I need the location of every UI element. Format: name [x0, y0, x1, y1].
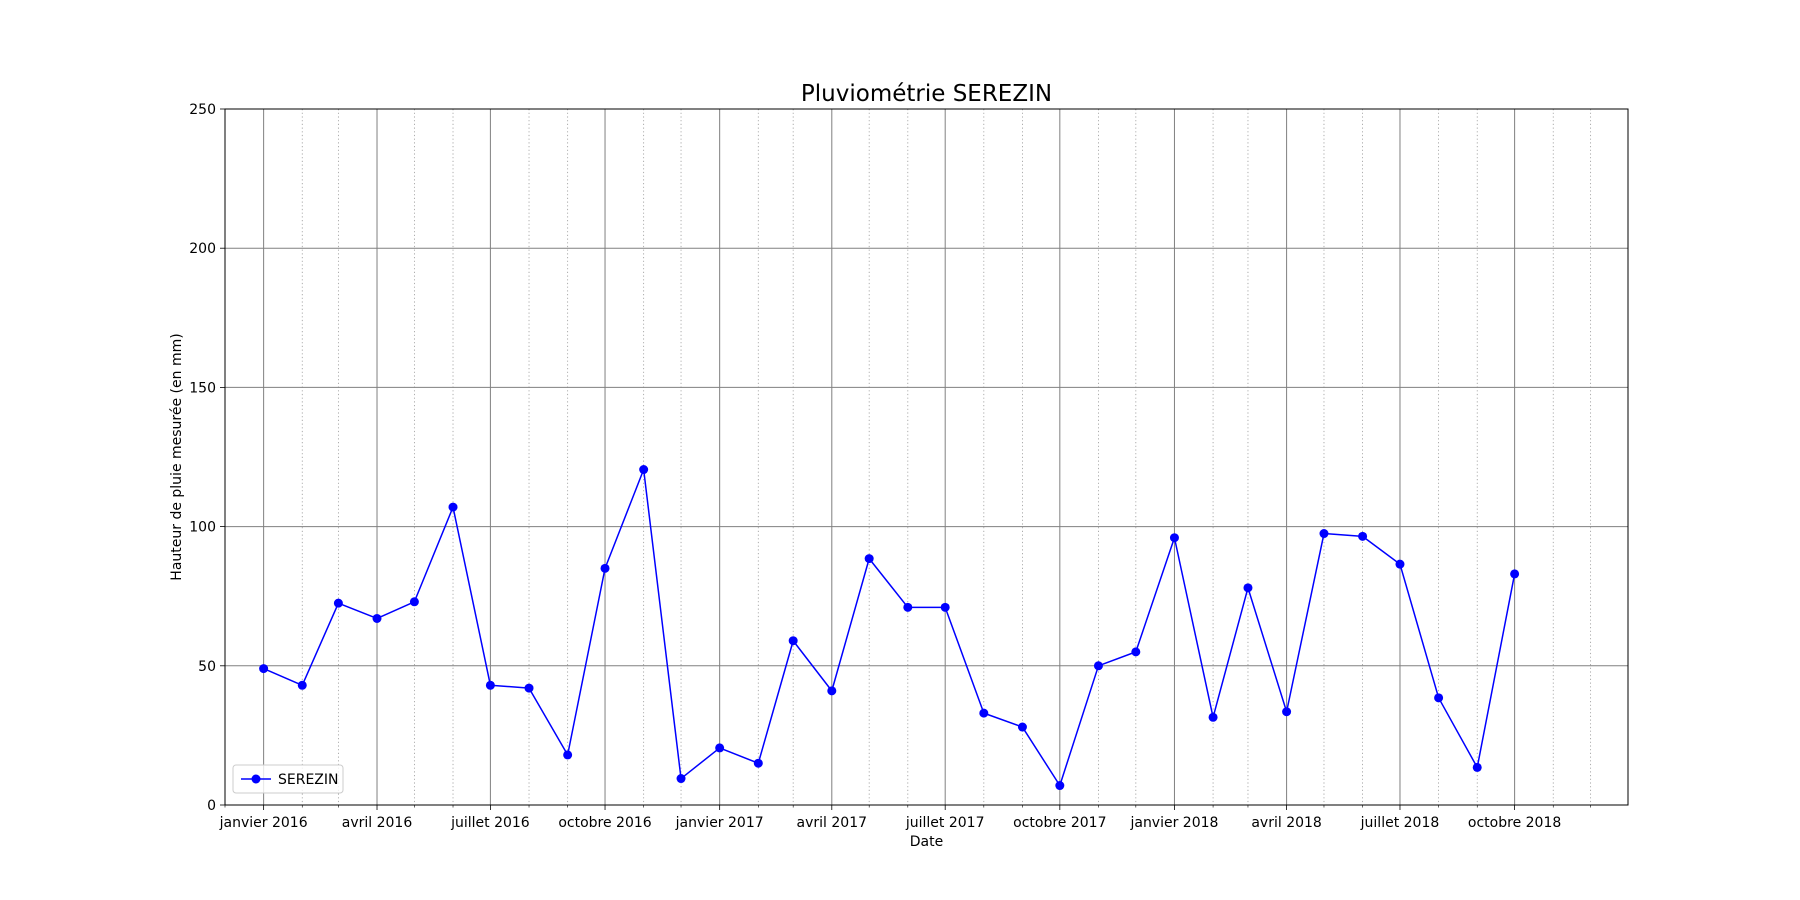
chart-title: Pluviométrie SEREZIN — [801, 81, 1052, 107]
x-tick-label: avril 2018 — [1251, 815, 1321, 831]
y-tick-label: 0 — [207, 798, 216, 814]
series-line-serezin — [263, 468, 1516, 787]
x-tick-label: octobre 2018 — [1468, 815, 1561, 831]
y-tick-label: 150 — [189, 380, 216, 396]
legend-box — [232, 764, 344, 794]
plot-frame — [224, 108, 1629, 806]
data-point — [1017, 722, 1027, 732]
x-tick-label: juillet 2018 — [1360, 815, 1440, 831]
data-point — [1282, 707, 1292, 717]
x-tick-label: janvier 2016 — [219, 815, 308, 831]
data-point — [1131, 647, 1141, 657]
data-point — [372, 613, 382, 623]
x-tick-label: avril 2017 — [797, 815, 867, 831]
y-tick-label: 250 — [189, 102, 216, 118]
x-tick-label: octobre 2017 — [1013, 815, 1106, 831]
data-point — [827, 686, 837, 696]
data-point — [297, 680, 307, 690]
data-point — [1208, 712, 1218, 722]
y-axis-label: Hauteur de pluie mesurée (en mm) — [169, 333, 185, 580]
x-axis-label: Date — [910, 834, 943, 850]
data-point — [788, 636, 798, 646]
data-point — [639, 465, 649, 475]
data-point — [676, 774, 686, 784]
data-point — [1395, 559, 1405, 569]
legend-marker-sample — [251, 774, 261, 784]
x-tick-label: juillet 2016 — [450, 815, 530, 831]
series-layer — [259, 465, 1520, 791]
data-point — [485, 680, 495, 690]
data-point — [259, 664, 269, 674]
data-point — [864, 554, 874, 564]
y-tick-label: 50 — [198, 659, 216, 675]
data-point — [1472, 762, 1482, 772]
data-point — [1319, 529, 1329, 539]
x-axis: janvier 2016 avril 2016 juillet 2016 octobr… — [219, 805, 1591, 831]
y-tick-label: 200 — [189, 241, 216, 257]
data-point — [979, 708, 989, 718]
x-tick-label: janvier 2017 — [675, 815, 764, 831]
x-tick-label: octobre 2016 — [558, 815, 651, 831]
data-point — [1169, 533, 1179, 543]
data-point — [940, 602, 950, 612]
data-point — [903, 602, 913, 612]
y-axis: 0 50 100 150 200 250 — [189, 102, 225, 814]
x-tick-label: avril 2016 — [342, 815, 413, 831]
data-point — [715, 743, 725, 753]
data-point — [1434, 693, 1444, 703]
x-tick-label: juillet 2017 — [905, 815, 985, 831]
y-tick-label: 100 — [189, 520, 216, 536]
data-point — [600, 563, 610, 573]
data-point — [1093, 661, 1103, 671]
legend: SEREZIN — [232, 764, 344, 794]
legend-entry-serezin: SEREZIN — [278, 772, 339, 788]
data-point — [333, 598, 343, 608]
data-point — [563, 750, 573, 760]
data-point — [753, 758, 763, 768]
data-point — [524, 683, 534, 693]
data-point — [1055, 781, 1065, 791]
data-point — [1243, 583, 1253, 593]
data-point — [448, 502, 458, 512]
x-tick-label: janvier 2018 — [1129, 815, 1218, 831]
data-point — [1358, 531, 1368, 541]
data-point — [409, 597, 419, 607]
data-point — [1510, 569, 1520, 579]
